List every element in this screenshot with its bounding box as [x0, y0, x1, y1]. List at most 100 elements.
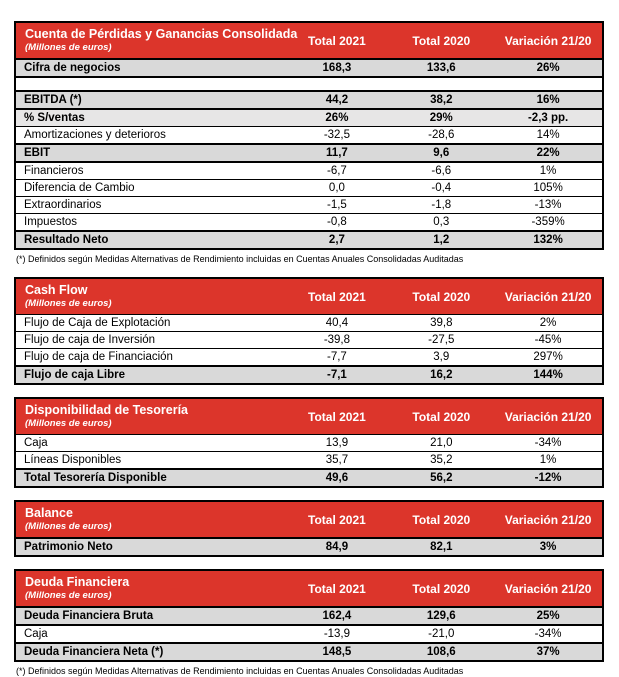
- table-row: Total Tesorería Disponible 49,6 56,2 -12%: [15, 468, 603, 488]
- column-header-total-2021: Total 2021: [285, 22, 389, 60]
- row-value: 3%: [494, 537, 603, 557]
- column-header-total-2021: Total 2021: [285, 398, 389, 435]
- row-value: 38,2: [388, 90, 495, 110]
- footnote-apm: (*) Definidos según Medidas Alternativas…: [16, 666, 464, 676]
- row-value: 2%: [494, 314, 603, 332]
- row-value: 39,8: [388, 314, 495, 332]
- column-header-total-2020: Total 2020: [388, 570, 495, 608]
- row-value: 16,2: [388, 365, 495, 385]
- row-value: 84,9: [285, 537, 389, 557]
- row-value: 0,0: [285, 179, 389, 197]
- table-row: Caja -13,9 -21,0 -34%: [15, 624, 603, 644]
- table-title-cell: Cuenta de Pérdidas y Ganancias Consolida…: [15, 22, 298, 60]
- table-header-row: Deuda Financiera (Millones de euros) Tot…: [15, 570, 603, 608]
- column-header-total-2020: Total 2020: [388, 278, 495, 315]
- table-row: Extraordinarios -1,5 -1,8 -13%: [15, 196, 603, 214]
- row-value: 132%: [494, 230, 603, 250]
- row-value: 144%: [494, 365, 603, 385]
- row-value: -1,8: [388, 196, 495, 214]
- row-label: Total Tesorería Disponible: [15, 468, 286, 488]
- table-header-row: Balance (Millones de euros) Total 2021 T…: [15, 501, 603, 539]
- row-value: 105%: [494, 179, 603, 197]
- table-title: Deuda Financiera: [25, 575, 130, 589]
- row-label: Flujo de caja Libre: [15, 365, 286, 385]
- table-balance: Balance (Millones de euros) Total 2021 T…: [14, 500, 604, 557]
- row-value: 148,5: [285, 642, 389, 662]
- row-label: EBITDA (*): [15, 90, 286, 110]
- row-label: Líneas Disponibles: [15, 451, 286, 470]
- row-value: -13,9: [285, 624, 389, 644]
- row-value: 29%: [388, 108, 495, 127]
- table-header-row: Cash Flow (Millones de euros) Total 2021…: [15, 278, 603, 315]
- row-value: -13%: [494, 196, 603, 214]
- table-row: Caja 13,9 21,0 -34%: [15, 434, 603, 452]
- column-header-total-2020: Total 2020: [388, 501, 495, 539]
- table-row: Deuda Financiera Bruta 162,4 129,6 25%: [15, 606, 603, 626]
- row-value: 21,0: [388, 434, 495, 452]
- column-header-total-2020: Total 2020: [388, 398, 495, 435]
- row-label: Deuda Financiera Bruta: [15, 606, 286, 626]
- table-row: Impuestos -0,8 0,3 -359%: [15, 213, 603, 232]
- profit-and-loss-table: Cuenta de Pérdidas y Ganancias Consolida…: [14, 21, 604, 250]
- row-label: Patrimonio Neto: [15, 537, 286, 557]
- row-value: -12%: [494, 468, 603, 488]
- row-label: [15, 76, 286, 92]
- table-title: Disponibilidad de Tesorería: [25, 403, 188, 417]
- row-value: -32,5: [285, 126, 389, 145]
- row-value: 1%: [494, 161, 603, 180]
- row-value: 26%: [285, 108, 389, 127]
- row-value: 22%: [494, 143, 603, 163]
- column-header-variation: Variación 21/20: [494, 398, 603, 435]
- table-row: Flujo de caja de Inversión -39,8 -27,5 -45%: [15, 331, 603, 349]
- row-value: -34%: [494, 434, 603, 452]
- row-label: Resultado Neto: [15, 230, 286, 250]
- column-header-total-2021: Total 2021: [285, 501, 389, 539]
- row-label: Amortizaciones y deterioros: [15, 126, 286, 145]
- table-subtitle: (Millones de euros): [25, 298, 112, 309]
- column-header-variation: Variación 21/20: [494, 22, 603, 60]
- row-value: 162,4: [285, 606, 389, 626]
- row-value: 297%: [494, 348, 603, 367]
- table-title-cell: Disponibilidad de Tesorería (Millones de…: [15, 398, 286, 435]
- spacer-row: [15, 76, 603, 92]
- cash-flow-table: Cash Flow (Millones de euros) Total 2021…: [14, 277, 604, 385]
- table-row: Diferencia de Cambio 0,0 -0,4 105%: [15, 179, 603, 197]
- row-label: Flujo de caja de Financiación: [15, 348, 286, 367]
- row-value: [494, 76, 603, 92]
- column-header-variation: Variación 21/20: [494, 278, 603, 315]
- table-subtitle: (Millones de euros): [25, 521, 112, 532]
- row-label: Extraordinarios: [15, 196, 286, 214]
- column-header-total-2021: Total 2021: [285, 278, 389, 315]
- balance-table: Balance (Millones de euros) Total 2021 T…: [14, 500, 604, 557]
- financial-debt-table: Deuda Financiera (Millones de euros) Tot…: [14, 569, 604, 662]
- row-value: 13,9: [285, 434, 389, 452]
- table-header-row: Cuenta de Pérdidas y Ganancias Consolida…: [15, 22, 603, 60]
- column-header-total-2021: Total 2021: [285, 570, 389, 608]
- row-label: Caja: [15, 434, 286, 452]
- table-subtitle: (Millones de euros): [25, 418, 112, 429]
- table-row: Deuda Financiera Neta (*) 148,5 108,6 37%: [15, 642, 603, 662]
- row-value: 9,6: [388, 143, 495, 163]
- column-header-variation: Variación 21/20: [494, 570, 603, 608]
- row-value: 168,3: [285, 58, 389, 78]
- row-value: 108,6: [388, 642, 495, 662]
- row-value: 35,2: [388, 451, 495, 470]
- row-value: 25%: [494, 606, 603, 626]
- table-title: Cash Flow: [25, 283, 88, 297]
- row-value: 26%: [494, 58, 603, 78]
- table-title: Balance: [25, 506, 73, 520]
- table-row: Flujo de caja de Financiación -7,7 3,9 297%: [15, 348, 603, 367]
- row-label: Deuda Financiera Neta (*): [15, 642, 286, 662]
- row-value: 44,2: [285, 90, 389, 110]
- row-label: Caja: [15, 624, 286, 644]
- table-title: Cuenta de Pérdidas y Ganancias Consolida…: [25, 27, 298, 41]
- row-value: -39,8: [285, 331, 389, 349]
- row-value: -6,7: [285, 161, 389, 180]
- row-value: 82,1: [388, 537, 495, 557]
- table-row: Flujo de caja Libre -7,1 16,2 144%: [15, 365, 603, 385]
- row-value: 1%: [494, 451, 603, 470]
- row-value: 37%: [494, 642, 603, 662]
- row-value: 129,6: [388, 606, 495, 626]
- table-title-cell: Deuda Financiera (Millones de euros): [15, 570, 286, 608]
